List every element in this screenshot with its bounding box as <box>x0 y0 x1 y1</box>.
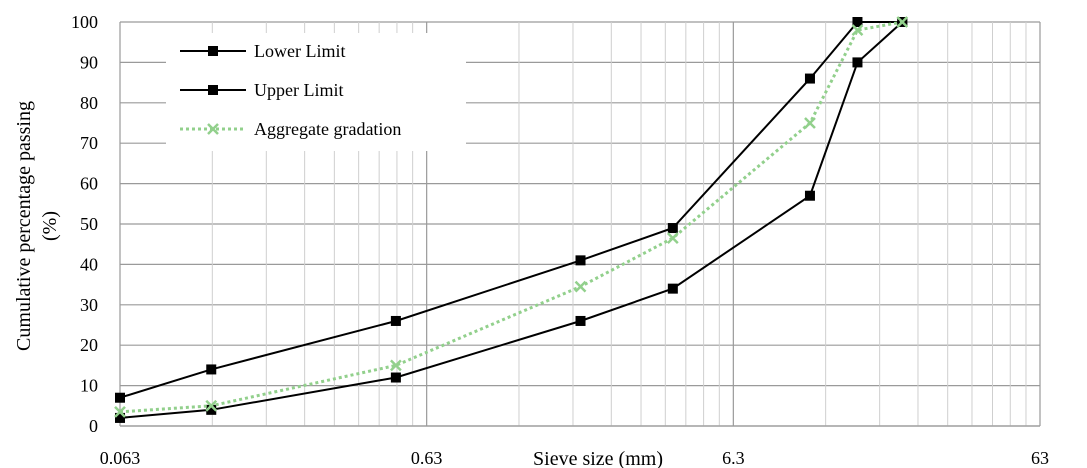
data-point <box>206 404 217 415</box>
y-tick-label: 20 <box>80 335 98 355</box>
data-point <box>667 283 678 294</box>
y-axis-label: Cumulative percentage passing <box>13 101 35 351</box>
data-point <box>574 280 587 293</box>
y-tick-label: 100 <box>71 12 98 32</box>
y-tick-label: 10 <box>80 376 98 396</box>
legend: Lower Limit Upper Limit Aggregate gradat… <box>166 33 466 151</box>
legend-label-lower-limit: Lower Limit <box>254 41 345 61</box>
legend-label-upper-limit: Upper Limit <box>254 80 343 100</box>
data-point <box>852 17 863 27</box>
data-point <box>667 223 678 234</box>
data-point <box>114 405 126 418</box>
x-tick-label: 0.63 <box>411 448 443 468</box>
data-point <box>666 232 679 245</box>
data-point <box>206 364 217 375</box>
y-axis-label-unit: (%) <box>39 211 61 241</box>
legend-marker-lower-limit <box>208 46 218 56</box>
data-point <box>205 399 218 412</box>
x-tick-label: 0.063 <box>100 448 141 468</box>
data-point <box>896 16 909 28</box>
series-layer <box>114 16 909 423</box>
data-point <box>575 315 586 326</box>
x-axis-label-bg <box>506 444 692 468</box>
series-aggregate-gradation <box>114 16 909 418</box>
legend-item-upper-limit: Upper Limit <box>180 80 343 100</box>
series-line-aggregate-gradation <box>119 20 903 414</box>
legend-marker-aggregate-gradation <box>207 123 219 135</box>
data-point <box>390 359 402 372</box>
data-point <box>804 190 815 201</box>
y-tick-label: 50 <box>80 214 98 234</box>
data-point <box>115 412 125 423</box>
data-point <box>804 73 815 84</box>
data-point <box>390 372 401 383</box>
x-tick-labels: 0.063 0.63 6.3 63 <box>100 448 1049 468</box>
y-tick-label: 70 <box>80 133 98 153</box>
legend-item-lower-limit: Lower Limit <box>180 41 345 61</box>
y-tick-label: 80 <box>80 93 98 113</box>
data-point <box>575 255 586 266</box>
y-tick-label: 60 <box>80 174 98 194</box>
legend-label-aggregate-gradation: Aggregate gradation <box>254 119 401 139</box>
legend-marker-upper-limit <box>208 85 218 95</box>
y-tick-labels: 0 10 20 30 40 50 60 70 80 90 100 <box>71 12 98 436</box>
data-point <box>851 24 864 36</box>
data-point <box>804 117 816 129</box>
y-tick-label: 30 <box>80 295 98 315</box>
data-point <box>852 57 863 68</box>
x-axis-label: Sieve size (mm) <box>533 448 663 468</box>
series-lower-limit <box>115 17 908 423</box>
data-point <box>115 392 125 403</box>
x-tick-label: 63 <box>1031 448 1049 468</box>
series-line-lower-limit <box>119 21 903 419</box>
series-line-upper-limit <box>119 21 903 399</box>
y-tick-label: 90 <box>80 52 98 72</box>
y-tick-label: 0 <box>89 416 98 436</box>
y-tick-label: 40 <box>80 254 98 274</box>
x-tick-label: 6.3 <box>722 448 745 468</box>
data-point <box>390 315 401 326</box>
grid-lines <box>119 21 1041 427</box>
legend-item-aggregate-gradation: Aggregate gradation <box>180 119 401 139</box>
